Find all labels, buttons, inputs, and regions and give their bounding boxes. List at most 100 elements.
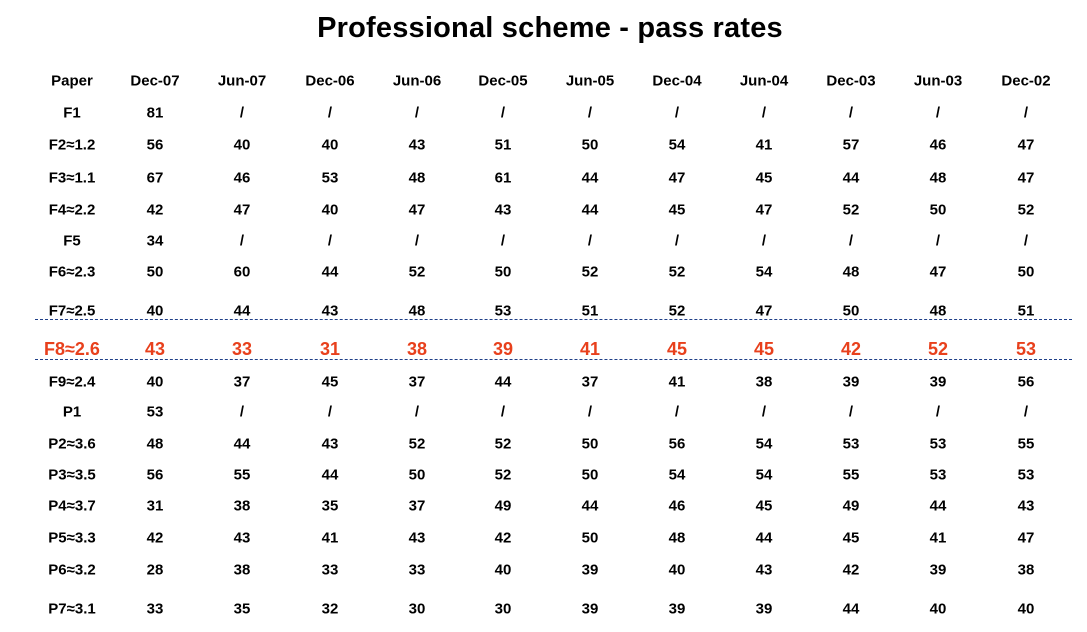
pass-rate-cell: 44 [321,466,339,484]
pass-rate-cell: 54 [755,466,773,484]
pass-rate-cell: / [587,403,593,421]
pass-rate-cell: 44 [581,497,599,515]
pass-rate-cell: 81 [146,104,164,122]
pass-rate-cell: 47 [233,201,251,219]
pass-rate-cell: 50 [494,263,512,281]
pass-rate-cell: 52 [668,302,686,320]
pass-rate-cell: / [239,104,245,122]
pass-rate-cell: 41 [321,529,339,547]
pass-rate-cell: 56 [1017,373,1035,391]
pass-rate-cell: 52 [842,201,860,219]
pass-rate-cell: 33 [321,561,339,579]
pass-rate-cell: 49 [494,497,512,515]
pass-rate-cell: / [327,403,333,421]
pass-rate-cell: 45 [755,497,773,515]
pass-rate-cell: 37 [408,497,426,515]
pass-rate-cell: 46 [233,169,251,187]
pass-rate-cell: 41 [929,529,947,547]
pass-rate-cell: 53 [1015,339,1037,359]
pass-rate-cell: 42 [842,561,860,579]
pass-rate-cell: 52 [408,263,426,281]
pass-rate-cell: 50 [1017,263,1035,281]
pass-rate-cell: 47 [408,201,426,219]
pass-rate-cell: 44 [233,302,251,320]
pass-rate-cell: 37 [408,373,426,391]
pass-rate-cell: 43 [494,201,512,219]
pass-rate-cell: 53 [929,466,947,484]
pass-rate-cell: / [414,104,420,122]
pass-rate-cell: / [587,232,593,250]
pass-rate-cell: 41 [755,136,773,154]
pass-rate-cell: / [761,232,767,250]
pass-rate-cell: 44 [755,529,773,547]
paper-label: F5 [63,232,81,250]
pass-rate-cell: 44 [494,373,512,391]
pass-rate-cell: / [1023,232,1029,250]
pass-rate-cell: 53 [929,435,947,453]
pass-rate-cell: 52 [581,263,599,281]
pass-rate-cell: 39 [492,339,514,359]
header-session: Jun-07 [217,72,267,90]
pass-rate-cell: / [935,104,941,122]
header-session: Dec-03 [826,72,876,90]
pass-rate-cell: 67 [146,169,164,187]
pass-rate-cell: 50 [581,466,599,484]
pass-rate-cell: 40 [233,136,251,154]
pass-rate-cell: 47 [1017,169,1035,187]
pass-rate-cell: 51 [581,302,599,320]
pass-rate-cell: 51 [1017,302,1035,320]
pass-rate-cell: 50 [581,435,599,453]
pass-rate-cell: 52 [408,435,426,453]
pass-rate-cell: / [500,403,506,421]
pass-rate-cell: 44 [581,169,599,187]
pass-rate-cell: 31 [146,497,164,515]
pass-rate-cell: 50 [581,136,599,154]
pass-rate-cell: 33 [408,561,426,579]
pass-rate-cell: 35 [233,600,251,618]
pass-rate-cell: 42 [840,339,862,359]
pass-rate-cell: 54 [668,136,686,154]
pass-rate-cell: / [500,232,506,250]
pass-rate-cell: 38 [1017,561,1035,579]
paper-label: P5≈3.3 [48,529,96,547]
paper-label: F4≈2.2 [48,201,96,219]
pass-rate-cell: 45 [755,169,773,187]
pass-rate-cell: / [239,232,245,250]
pass-rate-cell: 61 [494,169,512,187]
paper-label: P6≈3.2 [48,561,96,579]
pass-rate-cell: 52 [494,466,512,484]
pass-rate-cell: 46 [668,497,686,515]
paper-label: P4≈3.7 [48,497,96,515]
pass-rate-cell: 48 [842,263,860,281]
pass-rate-cell: 45 [753,339,775,359]
pass-rate-cell: / [587,104,593,122]
pass-rate-cell: 30 [408,600,426,618]
pass-rate-cell: 43 [144,339,166,359]
header-session: Jun-06 [392,72,442,90]
header-session: Jun-05 [565,72,615,90]
header-session: Dec-02 [1001,72,1051,90]
pass-rate-cell: / [761,403,767,421]
pass-rate-cell: 32 [321,600,339,618]
pass-rate-cell: 55 [233,466,251,484]
pass-rate-cell: 56 [146,136,164,154]
pass-rate-cell: 50 [146,263,164,281]
highlight-divider [35,359,1072,360]
pass-rate-cell: 45 [668,201,686,219]
header-session: Jun-03 [913,72,963,90]
pass-rate-cell: 54 [755,435,773,453]
pass-rate-cell: 38 [406,339,428,359]
pass-rate-cell: 52 [1017,201,1035,219]
pass-rate-cell: 49 [842,497,860,515]
pass-rate-cell: / [674,403,680,421]
pass-rate-cell: / [848,232,854,250]
pass-rate-cell: 42 [146,201,164,219]
pass-rate-cell: 50 [581,529,599,547]
paper-label: F7≈2.5 [48,302,96,320]
pass-rate-cell: 53 [146,403,164,421]
pass-rate-cell: 50 [408,466,426,484]
pass-rate-cell: 43 [1017,497,1035,515]
pass-rate-cell: 42 [146,529,164,547]
pass-rate-cell: 47 [755,302,773,320]
pass-rate-cell: 40 [146,373,164,391]
